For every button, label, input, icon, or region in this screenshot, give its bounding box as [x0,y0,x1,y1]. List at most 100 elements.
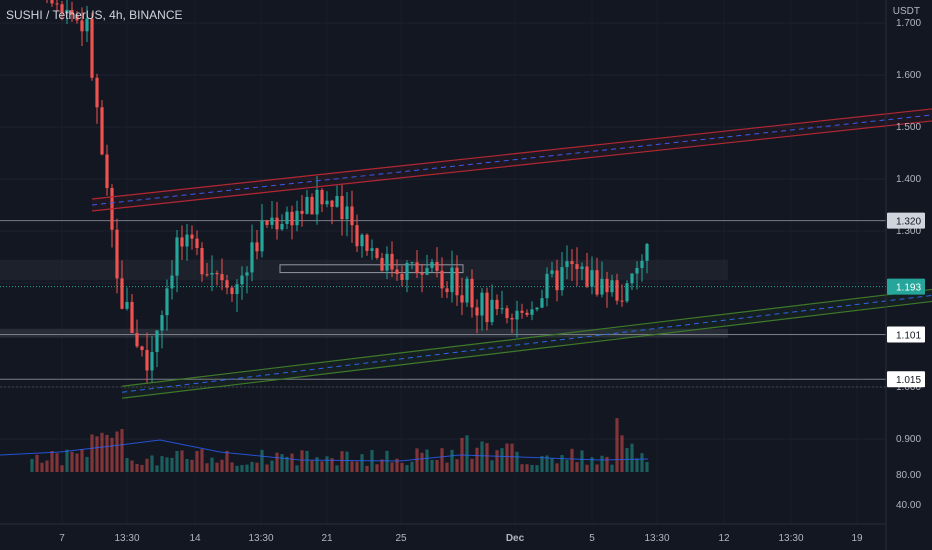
volume-bar [545,455,549,472]
volume-bar [310,460,314,472]
volume-bar [535,465,539,472]
candle [380,252,384,272]
volume-bar [510,443,514,472]
candle [435,247,439,278]
candle [265,219,269,228]
candles[interactable] [30,0,649,384]
volume-bar [195,451,199,472]
candle [490,284,494,326]
candle-body [245,272,249,276]
candle [70,1,74,22]
candle-body [315,189,319,215]
candle-body [410,262,414,264]
candle [295,200,299,232]
time-tick-label: 19 [851,533,863,544]
candle [540,289,544,309]
price-badge: 1.320 [887,212,925,229]
volume-bar [240,465,244,472]
candle-body [170,275,174,289]
volume-bar [400,462,404,472]
volume-bar [505,443,509,472]
candle [460,277,464,316]
channel-midline [121,294,932,393]
time-axis[interactable]: 7 13:30 14 13:30 21 25 Dec 5 13:30 12 13:30 19 [59,533,863,544]
candle [320,187,324,213]
candle [245,266,249,294]
volume-bar [575,462,579,472]
candle [205,262,209,277]
candle-body [210,273,214,275]
candle-body [140,346,144,351]
volume-bar [135,463,139,472]
price-tick-label: 1.500 [896,122,921,133]
time-tick-label: Dec [506,533,525,544]
candle-body [60,4,64,13]
volume-bar [565,459,569,472]
candle-body [205,274,209,276]
candle [475,299,479,334]
candle-body [235,284,239,295]
candle-body [115,229,119,279]
candle [60,1,64,21]
price-badge-bg [887,212,925,229]
range-box [279,264,464,274]
channel-midline [91,114,932,206]
volume-bar [75,453,79,472]
candle [345,192,349,237]
channel-lower-line [91,120,932,212]
volume-bar [600,455,604,472]
volume-bar [520,464,524,472]
candle-body [540,298,544,308]
candle [545,267,549,307]
candle [305,189,309,215]
volume-bar [525,464,529,472]
candle-body [185,234,189,247]
candle [385,246,389,280]
candle-body [615,280,619,301]
candle-body [380,257,384,271]
candle-body [525,312,529,315]
candle [55,0,59,11]
gridlines [0,22,886,440]
candle [80,7,84,47]
candle-body [375,248,379,258]
candle [640,254,644,282]
volume-bar [645,461,649,472]
candle-body [490,299,494,323]
candle [575,247,579,287]
candle-body [65,9,69,13]
candle-body [600,278,604,295]
candle-body [445,288,449,293]
candle-body [420,273,424,275]
volume-bar [305,450,309,472]
volume-bar [210,457,214,472]
candle-body [225,280,229,288]
trend-channels[interactable] [91,77,932,399]
candle-body [575,264,579,270]
volume-bar [295,465,299,472]
price-badge-bg [887,326,925,343]
volume-bar [470,458,474,472]
candle-body [325,200,329,205]
volume-bar [390,462,394,472]
price-axis-currency: USDT [892,6,920,17]
candle [125,287,129,311]
price-badge: 1.101 [887,326,925,343]
volume-bar [550,458,554,472]
candle [275,201,279,240]
candle [370,239,374,260]
candle [300,195,304,227]
candle-body [640,260,644,269]
candle-body [605,278,609,293]
candle-body [50,0,54,4]
volume-bar [255,462,259,472]
volume-bar [140,464,144,472]
candle [290,205,294,240]
candle-body [520,310,524,313]
candle [105,144,109,196]
candle [240,266,244,300]
price-badge-label: 1.015 [896,375,921,386]
volume-bars [0,418,649,472]
candle-body [440,270,444,289]
